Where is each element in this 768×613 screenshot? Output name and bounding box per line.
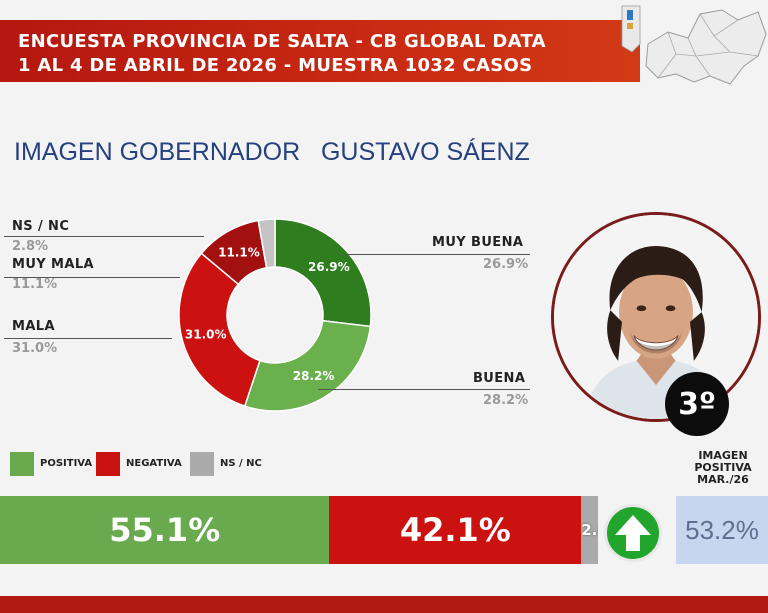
leader-line: [344, 254, 530, 255]
key-nsnc-label: NS / NC: [220, 458, 262, 469]
bar-nsnc: 2.8%: [581, 496, 598, 564]
legend-mala-name: MALA: [12, 319, 55, 334]
legend-muy-mala-name: MUY MALA: [12, 257, 94, 272]
legend-mala-value: 31.0%: [12, 341, 58, 356]
donut-label-mala: 31.0%: [185, 328, 227, 342]
donut-slice-nsnc: [257, 218, 276, 269]
donut-label-muy-mala: 11.1%: [218, 246, 260, 260]
header-banner: ENCUESTA PROVINCIA DE SALTA - CB GLOBAL …: [0, 20, 640, 82]
previous-label-line1: IMAGEN: [698, 449, 748, 462]
key-negativa-label: NEGATIVA: [126, 458, 182, 469]
legend-buena-name: BUENA: [473, 371, 526, 386]
previous-label-line3: MAR./26: [697, 473, 749, 486]
previous-image-label: IMAGEN POSITIVA MAR./26: [680, 450, 766, 486]
arrow-up-icon: [604, 504, 662, 562]
donut-slice-mala: [178, 252, 261, 408]
donut-chart: 26.9% 28.2% 31.0% 11.1%: [178, 218, 372, 412]
donut-label-muy-buena: 26.9%: [308, 260, 350, 274]
bar-nsnc-label: 2.8%: [581, 521, 598, 539]
donut-label-buena: 28.2%: [293, 369, 335, 383]
key-positiva-swatch: [10, 452, 34, 476]
leader-line: [4, 338, 172, 339]
bar-negativa: 42.1%: [329, 496, 582, 564]
donut-slice-muy-buena: [274, 218, 372, 328]
governor-photo: [551, 212, 761, 422]
key-negativa-swatch: [96, 452, 120, 476]
leader-line: [4, 277, 180, 278]
bar-positiva-label: 55.1%: [109, 511, 221, 549]
donut-slice-buena: [243, 319, 372, 412]
legend-muy-buena-value: 26.9%: [483, 257, 529, 272]
bottom-strip: [0, 596, 768, 613]
legend-nsnc-name: NS / NC: [12, 219, 70, 234]
key-positiva-label: POSITIVA: [40, 458, 93, 469]
bar-positiva: 55.1%: [0, 496, 330, 564]
leader-line: [318, 389, 530, 390]
legend-muy-mala-value: 11.1%: [12, 277, 58, 292]
key-nsnc-swatch: [190, 452, 214, 476]
bar-negativa-label: 42.1%: [399, 511, 511, 549]
legend-buena-value: 28.2%: [483, 393, 529, 408]
salta-map-icon: [621, 5, 767, 85]
legend-nsnc-value: 2.8%: [12, 239, 49, 254]
governor-portrait-icon: [554, 215, 758, 419]
chart-title: IMAGEN GOBERNADOR GUSTAVO SÁENZ: [14, 138, 530, 166]
rank-badge: 3º: [665, 372, 729, 436]
previous-image-value: 53.2%: [676, 496, 768, 564]
header-subtitle: 1 AL 4 DE ABRIL DE 2026 - MUESTRA 1032 C…: [18, 55, 533, 76]
previous-label-line2: POSITIVA: [694, 461, 752, 474]
header-title: ENCUESTA PROVINCIA DE SALTA - CB GLOBAL …: [18, 31, 546, 52]
leader-line: [4, 236, 204, 237]
legend-muy-buena-name: MUY BUENA: [432, 235, 524, 250]
